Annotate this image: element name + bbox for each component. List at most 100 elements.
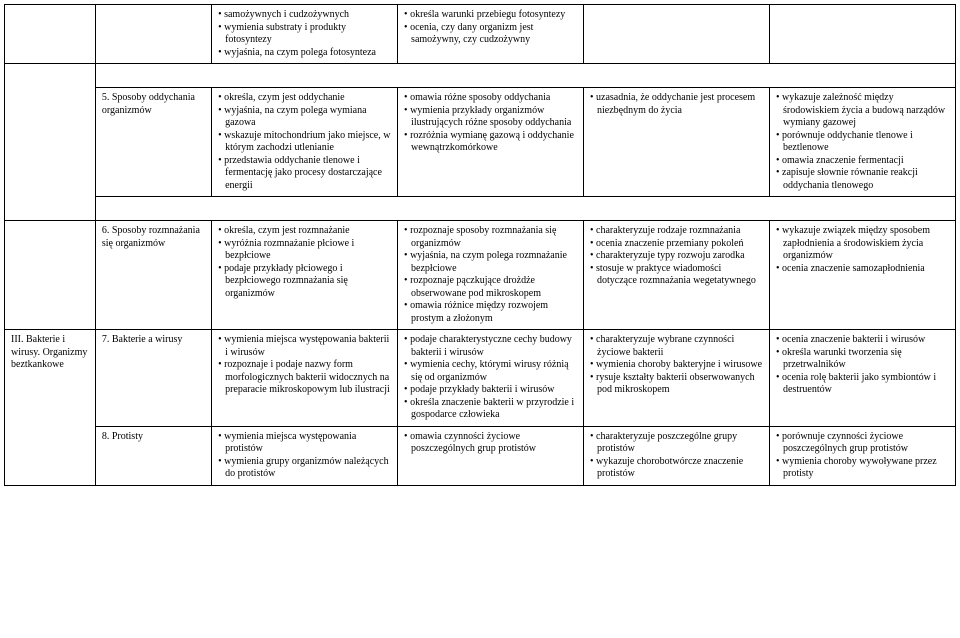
- table-row: III. Bakterie i wirusy. Organizmy beztka…: [5, 330, 956, 427]
- table-row: 5. Sposoby oddychania organizmów określa…: [5, 88, 956, 197]
- cell: wykazuje związek między sposobem zapłodn…: [769, 221, 955, 330]
- bullet: charakteryzuje rodzaje rozmnażania: [590, 225, 763, 238]
- cell: samożywnych i cudzożywnych wymienia subs…: [212, 5, 398, 64]
- table-row: samożywnych i cudzożywnych wymienia subs…: [5, 5, 956, 64]
- bullet: podaje charakterystyczne cechy budowy ba…: [404, 334, 577, 359]
- cell: charakteryzuje rodzaje rozmnażania oceni…: [584, 221, 770, 330]
- bullet: wymienia grupy organizmów należących do …: [218, 456, 391, 481]
- bullet-list: charakteryzuje wybrane czynności życiowe…: [590, 334, 763, 397]
- bullet-list: wymienia miejsca występowania protistów …: [218, 431, 391, 481]
- cell: [5, 5, 96, 64]
- bullet: rozpoznaje i podaje nazwy form morfologi…: [218, 359, 391, 397]
- bullet-list: podaje charakterystyczne cechy budowy ba…: [404, 334, 577, 422]
- cell: [95, 5, 211, 64]
- bullet: samożywnych i cudzożywnych: [218, 9, 391, 22]
- bullet: wymienia choroby wywoływane przez protis…: [776, 456, 949, 481]
- topic-cell: 5. Sposoby oddychania organizmów: [95, 88, 211, 197]
- bullet: określa warunki przebiegu fotosyntezy: [404, 9, 577, 22]
- bullet-list: charakteryzuje poszczególne grupy protis…: [590, 431, 763, 481]
- cell: omawia różne sposoby oddychania wymienia…: [398, 88, 584, 197]
- bullet: przedstawia oddychanie tlenowe i ferment…: [218, 155, 391, 193]
- bullet: określa, czym jest rozmnażanie: [218, 225, 391, 238]
- cell: podaje charakterystyczne cechy budowy ba…: [398, 330, 584, 427]
- cell: charakteryzuje wybrane czynności życiowe…: [584, 330, 770, 427]
- bullet: określa, czym jest oddychanie: [218, 92, 391, 105]
- bullet-list: wymienia miejsca występowania bakterii i…: [218, 334, 391, 397]
- bullet: porównuje oddychanie tlenowe i beztlenow…: [776, 130, 949, 155]
- bullet: określa znaczenie bakterii w przyrodzie …: [404, 397, 577, 422]
- bullet-list: wykazuje zależność między środowiskiem ż…: [776, 92, 949, 192]
- bullet: wykazuje chorobotwórcze znaczenie protis…: [590, 456, 763, 481]
- bullet: omawia różnice między rozwojem prostym a…: [404, 300, 577, 325]
- cell: [584, 5, 770, 64]
- bullet: wyjaśnia, na czym polega wymiana gazowa: [218, 105, 391, 130]
- cell: określa, czym jest rozmnażanie wyróżnia …: [212, 221, 398, 330]
- bullet: ocenia, czy dany organizm jest samożywny…: [404, 22, 577, 47]
- bullet-list: wykazuje związek między sposobem zapłodn…: [776, 225, 949, 275]
- bullet: wskazuje mitochondrium jako miejsce, w k…: [218, 130, 391, 155]
- bullet: wymienia substraty i produkty fotosyntez…: [218, 22, 391, 47]
- cell: wymienia miejsca występowania bakterii i…: [212, 330, 398, 427]
- bullet: wymienia cechy, którymi wirusy różnią si…: [404, 359, 577, 384]
- cell: porównuje czynności życiowe poszczególny…: [769, 426, 955, 485]
- bullet-list: charakteryzuje rodzaje rozmnażania oceni…: [590, 225, 763, 288]
- bullet-list: rozpoznaje sposoby rozmnażania się organ…: [404, 225, 577, 325]
- section-cell: III. Bakterie i wirusy. Organizmy beztka…: [5, 330, 96, 486]
- bullet: ocenia znaczenie przemiany pokoleń: [590, 238, 763, 251]
- bullet: rozpoznaje pączkujące drożdże obserwowan…: [404, 275, 577, 300]
- bullet-list: określa, czym jest rozmnażanie wyróżnia …: [218, 225, 391, 300]
- bullet: podaje przykłady płciowego i bezpłcioweg…: [218, 263, 391, 301]
- table-row: [5, 64, 956, 88]
- bullet: ocenia znaczenie samozapłodnienia: [776, 263, 949, 276]
- bullet: podaje przykłady bakterii i wirusów: [404, 384, 577, 397]
- bullet: rozpoznaje sposoby rozmnażania się organ…: [404, 225, 577, 250]
- bullet: wykazuje związek między sposobem zapłodn…: [776, 225, 949, 263]
- cell: ocenia znaczenie bakterii i wirusów okre…: [769, 330, 955, 427]
- bullet: wyjaśnia, na czym polega rozmnażanie bez…: [404, 250, 577, 275]
- bullet: wymienia choroby bakteryjne i wirusowe: [590, 359, 763, 372]
- bullet: uzasadnia, że oddychanie jest procesem n…: [590, 92, 763, 117]
- cell: rozpoznaje sposoby rozmnażania się organ…: [398, 221, 584, 330]
- bullet-list: omawia różne sposoby oddychania wymienia…: [404, 92, 577, 155]
- cell: [5, 64, 96, 221]
- bullet: rozróżnia wymianę gazową i oddychanie we…: [404, 130, 577, 155]
- bullet-list: uzasadnia, że oddychanie jest procesem n…: [590, 92, 763, 117]
- topic-cell: 8. Protisty: [95, 426, 211, 485]
- bullet: zapisuje słownie równanie reakcji oddych…: [776, 167, 949, 192]
- cell: [95, 197, 955, 221]
- bullet: porównuje czynności życiowe poszczególny…: [776, 431, 949, 456]
- bullet: określa warunki tworzenia się przetrwaln…: [776, 347, 949, 372]
- bullet: omawia znaczenie fermentacji: [776, 155, 949, 168]
- topic-cell: 6. Sposoby rozmnażania się organizmów: [95, 221, 211, 330]
- table-row: [5, 197, 956, 221]
- bullet-list: porównuje czynności życiowe poszczególny…: [776, 431, 949, 481]
- cell: omawia czynności życiowe poszczególnych …: [398, 426, 584, 485]
- bullet: ocenia rolę bakterii jako symbiontów i d…: [776, 372, 949, 397]
- table-row: 8. Protisty wymienia miejsca występowani…: [5, 426, 956, 485]
- bullet-list: samożywnych i cudzożywnych wymienia subs…: [218, 9, 391, 59]
- bullet-list: określa, czym jest oddychanie wyjaśnia, …: [218, 92, 391, 192]
- bullet: wymienia miejsca występowania bakterii i…: [218, 334, 391, 359]
- bullet: wyróżnia rozmnażanie płciowe i bezpłciow…: [218, 238, 391, 263]
- table-row: 6. Sposoby rozmnażania się organizmów ok…: [5, 221, 956, 330]
- bullet-list: omawia czynności życiowe poszczególnych …: [404, 431, 577, 456]
- cell: [769, 5, 955, 64]
- cell: charakteryzuje poszczególne grupy protis…: [584, 426, 770, 485]
- bullet: wymienia miejsca występowania protistów: [218, 431, 391, 456]
- curriculum-table: samożywnych i cudzożywnych wymienia subs…: [4, 4, 956, 486]
- bullet: charakteryzuje wybrane czynności życiowe…: [590, 334, 763, 359]
- bullet: wykazuje zależność między środowiskiem ż…: [776, 92, 949, 130]
- bullet: rysuje kształty bakterii obserwowanych p…: [590, 372, 763, 397]
- bullet-list: określa warunki przebiegu fotosyntezy oc…: [404, 9, 577, 47]
- cell: uzasadnia, że oddychanie jest procesem n…: [584, 88, 770, 197]
- cell: określa, czym jest oddychanie wyjaśnia, …: [212, 88, 398, 197]
- bullet: stosuje w praktyce wiadomości dotyczące …: [590, 263, 763, 288]
- bullet: omawia różne sposoby oddychania: [404, 92, 577, 105]
- cell: określa warunki przebiegu fotosyntezy oc…: [398, 5, 584, 64]
- bullet: wymienia przykłady organizmów ilustrując…: [404, 105, 577, 130]
- bullet: omawia czynności życiowe poszczególnych …: [404, 431, 577, 456]
- bullet: charakteryzuje typy rozwoju zarodka: [590, 250, 763, 263]
- bullet: ocenia znaczenie bakterii i wirusów: [776, 334, 949, 347]
- bullet-list: ocenia znaczenie bakterii i wirusów okre…: [776, 334, 949, 397]
- bullet: charakteryzuje poszczególne grupy protis…: [590, 431, 763, 456]
